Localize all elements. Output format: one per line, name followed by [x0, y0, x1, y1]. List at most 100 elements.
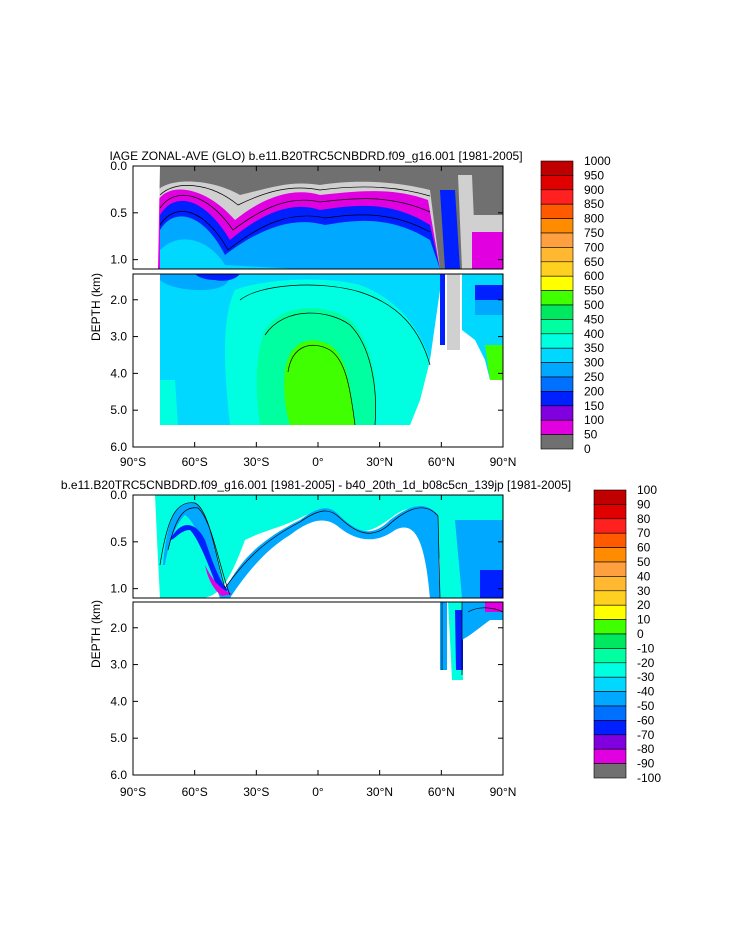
- colorbar-swatch: [540, 376, 574, 392]
- y-tick-label: 1.0: [110, 582, 127, 596]
- colorbar-label: 950: [584, 168, 604, 182]
- colorbar-swatch: [540, 160, 574, 176]
- colorbar-swatch: [593, 547, 627, 563]
- top-panel-title: IAGE ZONAL-AVE (GLO) b.e11.B20TRC5CNBDRD…: [109, 149, 522, 163]
- y-tick-label: 2.0: [110, 293, 127, 307]
- colorbar-label: -80: [637, 742, 655, 756]
- y-tick-label: 3.0: [110, 658, 127, 672]
- x-tick-label: 30°S: [243, 455, 269, 469]
- colorbar-swatch: [540, 275, 574, 291]
- colorbar-swatch: [540, 261, 574, 277]
- colorbar-swatch: [593, 748, 627, 764]
- colorbar-label: 50: [637, 555, 651, 569]
- colorbar-label: 600: [584, 269, 604, 283]
- colorbar-label: 800: [584, 212, 604, 226]
- y-tick-label: 5.0: [110, 403, 127, 417]
- colorbar-label: 20: [637, 598, 651, 612]
- y-tick-label: 0.5: [110, 535, 127, 549]
- x-tick-label: 60°S: [182, 455, 208, 469]
- colorbar-swatch: [593, 590, 627, 606]
- x-tick-label: 90°N: [490, 455, 517, 469]
- colorbar-label: 700: [584, 240, 604, 254]
- top-panel-colorbar: 1000950900850800750700650600550500450400…: [540, 154, 611, 456]
- colorbar-swatch: [593, 676, 627, 692]
- colorbar-label: -40: [637, 685, 655, 699]
- colorbar-label: 40: [637, 569, 651, 583]
- colorbar-swatch: [593, 504, 627, 520]
- colorbar-swatch: [593, 662, 627, 678]
- colorbar-swatch: [593, 633, 627, 649]
- x-tick-label: 60°S: [182, 785, 208, 799]
- x-tick-label: 30°N: [366, 455, 393, 469]
- colorbar-swatch: [540, 175, 574, 191]
- colorbar-swatch: [540, 391, 574, 407]
- top-panel: IAGE ZONAL-AVE (GLO) b.e11.B20TRC5CNBDRD…: [89, 149, 611, 469]
- colorbar-swatch: [540, 347, 574, 363]
- colorbar-swatch: [593, 734, 627, 750]
- colorbar-label: 70: [637, 526, 651, 540]
- colorbar-label: -10: [637, 641, 655, 655]
- x-tick-label: 30°N: [366, 785, 393, 799]
- colorbar-swatch: [593, 604, 627, 620]
- colorbar-label: 550: [584, 284, 604, 298]
- y-tick-label: 4.0: [110, 366, 127, 380]
- colorbar-swatch: [593, 561, 627, 577]
- colorbar-swatch: [593, 619, 627, 635]
- colorbar-swatch: [540, 247, 574, 263]
- colorbar-label: 10: [637, 613, 651, 627]
- bottom-panel-lower-fill: [133, 602, 503, 775]
- colorbar-label: 400: [584, 327, 604, 341]
- colorbar-label: 350: [584, 341, 604, 355]
- y-tick-label: 0.0: [110, 488, 127, 502]
- colorbar-label: 500: [584, 298, 604, 312]
- colorbar-swatch: [540, 203, 574, 219]
- colorbar-label: 300: [584, 356, 604, 370]
- bottom-panel-ylabel: DEPTH (km): [89, 600, 103, 668]
- colorbar-label: 60: [637, 541, 651, 555]
- colorbar-label: 850: [584, 197, 604, 211]
- colorbar-label: 900: [584, 183, 604, 197]
- x-tick-label: 90°S: [120, 455, 146, 469]
- colorbar-label: -50: [637, 699, 655, 713]
- y-tick-label: 6.0: [110, 768, 127, 782]
- colorbar-label: 80: [637, 512, 651, 526]
- colorbar-label: 650: [584, 255, 604, 269]
- colorbar-swatch: [540, 333, 574, 349]
- colorbar-label: 1000: [584, 154, 611, 168]
- colorbar-swatch: [540, 319, 574, 335]
- bottom-panel-upper-fill: [133, 495, 503, 598]
- colorbar-label: -90: [637, 757, 655, 771]
- y-tick-label: 1.0: [110, 253, 127, 267]
- y-tick-label: 6.0: [110, 440, 127, 454]
- y-tick-label: 5.0: [110, 731, 127, 745]
- colorbar-swatch: [593, 489, 627, 505]
- y-tick-label: 2.0: [110, 621, 127, 635]
- x-tick-label: 60°N: [428, 455, 455, 469]
- top-panel-axes: 90°S 60°S 30°S 0° 30°N 60°N 90°N 0.0 0.5 1.0 2.0 3.…: [110, 159, 516, 469]
- colorbar-label: 100: [584, 413, 604, 427]
- bottom-panel: b.e11.B20TRC5CNBDRD.f09_g16.001 [1981-20…: [61, 478, 661, 799]
- y-tick-label: 0.5: [110, 206, 127, 220]
- top-panel-upper-fill: [133, 166, 503, 269]
- colorbar-label: -30: [637, 670, 655, 684]
- colorbar-swatch: [540, 218, 574, 234]
- colorbar-label: 0: [637, 627, 644, 641]
- top-panel-lower-fill: [133, 274, 503, 447]
- bottom-panel-axes: 90°S 60°S 30°S 0° 30°N 60°N 90°N 0.0 0.5 1.0 2.0 3.…: [110, 488, 516, 799]
- colorbar-label: -100: [637, 771, 661, 785]
- colorbar-swatch: [540, 304, 574, 320]
- colorbar-swatch: [593, 648, 627, 664]
- colorbar-label: -70: [637, 728, 655, 742]
- colorbar-swatch: [593, 720, 627, 736]
- colorbar-label: 250: [584, 370, 604, 384]
- colorbar-label: 100: [637, 483, 657, 497]
- colorbar-label: 90: [637, 497, 651, 511]
- colorbar-swatch: [593, 576, 627, 592]
- bottom-panel-title: b.e11.B20TRC5CNBDRD.f09_g16.001 [1981-20…: [61, 478, 571, 492]
- top-panel-contour-lines: [159, 185, 431, 426]
- colorbar-label: -60: [637, 713, 655, 727]
- x-tick-label: 0°: [312, 455, 324, 469]
- colorbar-swatch: [593, 763, 627, 779]
- y-tick-label: 0.0: [110, 159, 127, 173]
